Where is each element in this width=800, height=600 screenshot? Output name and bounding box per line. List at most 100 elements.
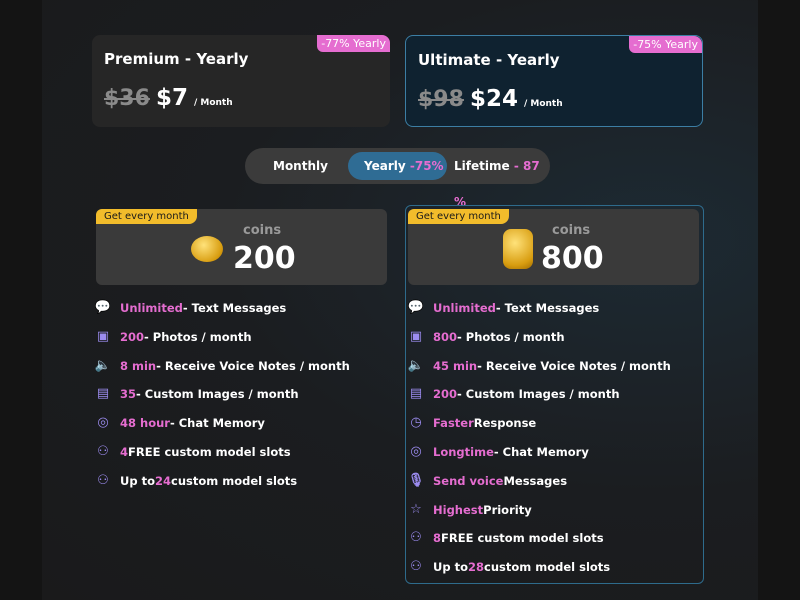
- monthly-badge: Get every month: [96, 209, 197, 224]
- feature-text: Messages: [503, 473, 568, 488]
- feature-text: - Chat Memory: [493, 445, 589, 459]
- feature-highlight: Faster: [433, 416, 474, 431]
- billing-toggle: Monthly Yearly -75% Lifetime - 87 %: [245, 148, 550, 209]
- feature-highlight: Highest: [433, 502, 484, 517]
- speaker-icon: 🔈: [407, 357, 425, 373]
- old-price: $36: [104, 86, 150, 111]
- microphone-icon: 🎙: [407, 472, 425, 488]
- feature-text: - Text Messages: [182, 301, 287, 315]
- custom-image-icon: ▤: [409, 386, 423, 402]
- feature-item: ⚇ Up to 28 custom model slots: [407, 558, 610, 576]
- feature-text: custom model slots: [484, 560, 611, 575]
- feature-item: 🔈 45 min - Receive Voice Notes / month: [407, 357, 671, 375]
- feature-item: ▤ 35 - Custom Images / month: [94, 385, 299, 403]
- tab-lifetime[interactable]: Lifetime - 87 %: [454, 148, 550, 209]
- coins-amount: 800: [541, 241, 604, 276]
- speaker-icon: 🔈: [94, 357, 112, 373]
- feature-item: ⚇ 8 FREE custom model slots: [407, 529, 604, 547]
- feature-prefix: Up to: [433, 560, 468, 575]
- users-icon: ⚇: [410, 559, 422, 575]
- feature-item: 💬 Unlimited - Text Messages: [407, 299, 599, 317]
- users-icon: ⚇: [97, 444, 109, 459]
- price-period: / Month: [523, 99, 563, 109]
- feature-prefix: Up to: [120, 473, 155, 488]
- plan-title: Premium - Yearly: [104, 50, 249, 68]
- coins-label: coins: [552, 223, 591, 238]
- feature-text: - Text Messages: [495, 301, 600, 315]
- coin-stack-icon: [503, 229, 533, 269]
- image-icon: ▣: [409, 328, 423, 344]
- feature-highlight: 4: [120, 445, 129, 459]
- coins-box: Get every month coins 200: [96, 209, 387, 285]
- feature-text: Response: [473, 416, 537, 431]
- feature-highlight: Unlimited: [433, 301, 496, 315]
- feature-item: ☆ Highest Priority: [407, 501, 532, 519]
- plan-card-premium[interactable]: -77% Yearly Premium - Yearly $36 $7 / Mont…: [92, 35, 390, 127]
- feature-text: - Custom Images / month: [457, 387, 620, 402]
- feature-item: 🔈 8 min - Receive Voice Notes / month: [94, 357, 350, 375]
- brain-icon: ◎: [410, 444, 422, 459]
- feature-highlight: 35: [120, 387, 137, 402]
- feature-highlight: 8 min: [120, 358, 157, 373]
- feature-item: ⚇ Up to 24 custom model slots: [94, 472, 297, 490]
- feature-highlight: Send voice: [433, 473, 504, 488]
- users-icon: ⚇: [97, 472, 109, 488]
- feature-highlight: 24: [154, 473, 171, 488]
- right-gutter: [758, 0, 800, 600]
- custom-image-icon: ▤: [96, 386, 110, 402]
- feature-text: - Receive Voice Notes / month: [477, 358, 671, 373]
- chat-icon: 💬: [94, 300, 112, 315]
- users-icon: ⚇: [410, 530, 422, 546]
- feature-highlight: Longtime: [433, 445, 494, 459]
- feature-item: ◎ 48 hour - Chat Memory: [94, 414, 265, 432]
- tab-yearly[interactable]: Yearly -75%: [364, 148, 444, 184]
- feature-item: ◎ Longtime - Chat Memory: [407, 443, 589, 461]
- tab-monthly[interactable]: Monthly: [273, 159, 328, 173]
- ultimate-features: Get every month coins 800 💬 Unlimited - T…: [405, 205, 704, 584]
- feature-highlight: 28: [467, 560, 484, 575]
- discount-badge: -77% Yearly: [317, 35, 390, 52]
- price: $24: [469, 86, 518, 112]
- plan-title: Ultimate - Yearly: [418, 51, 560, 69]
- toggle-selected-indicator: [348, 152, 447, 180]
- timer-icon: ◷: [410, 415, 422, 431]
- price: $7: [155, 85, 188, 111]
- feature-highlight: Unlimited: [120, 301, 183, 315]
- monthly-badge: Get every month: [408, 209, 509, 224]
- coins-label: coins: [243, 223, 282, 238]
- feature-text: custom model slots: [171, 473, 298, 488]
- feature-text: - Chat Memory: [169, 416, 265, 431]
- feature-highlight: 8: [433, 531, 442, 546]
- tab-label: Yearly: [364, 159, 406, 173]
- feature-text: FREE custom model slots: [128, 445, 291, 459]
- feature-item: ▤ 200 - Custom Images / month: [407, 385, 620, 403]
- feature-text: Priority: [483, 502, 532, 517]
- price-period: / Month: [193, 98, 233, 108]
- feature-highlight: 200: [120, 329, 145, 344]
- star-icon: ☆: [410, 501, 422, 517]
- feature-item: ▣ 800 - Photos / month: [407, 328, 565, 346]
- feature-text: - Custom Images / month: [136, 387, 299, 402]
- coins-box: Get every month coins 800: [408, 209, 699, 285]
- feature-item: ◷ Faster Response: [407, 414, 536, 432]
- plan-card-ultimate[interactable]: -75% Yearly Ultimate - Yearly $98 $24 / Mo…: [405, 35, 703, 127]
- feature-text: FREE custom model slots: [441, 531, 604, 546]
- feature-text: - Photos / month: [144, 329, 252, 344]
- feature-text: - Receive Voice Notes / month: [156, 358, 350, 373]
- brain-icon: ◎: [97, 415, 109, 431]
- left-gutter: [0, 0, 42, 600]
- feature-highlight: 45 min: [433, 358, 478, 373]
- old-price: $98: [418, 87, 464, 112]
- feature-item: ⚇ 4 FREE custom model slots: [94, 443, 291, 461]
- feature-item: ▣ 200 - Photos / month: [94, 328, 252, 346]
- feature-text: - Photos / month: [457, 329, 565, 344]
- discount-badge: -75% Yearly: [629, 36, 702, 53]
- feature-highlight: 800: [433, 329, 458, 344]
- tab-discount: -75%: [409, 159, 444, 173]
- image-icon: ▣: [96, 328, 110, 344]
- coin-icon: [191, 236, 223, 262]
- tab-label: Lifetime: [454, 159, 510, 173]
- chat-icon: 💬: [407, 300, 425, 315]
- feature-item: 🎙 Send voice Messages: [407, 472, 567, 490]
- coins-amount: 200: [233, 241, 296, 276]
